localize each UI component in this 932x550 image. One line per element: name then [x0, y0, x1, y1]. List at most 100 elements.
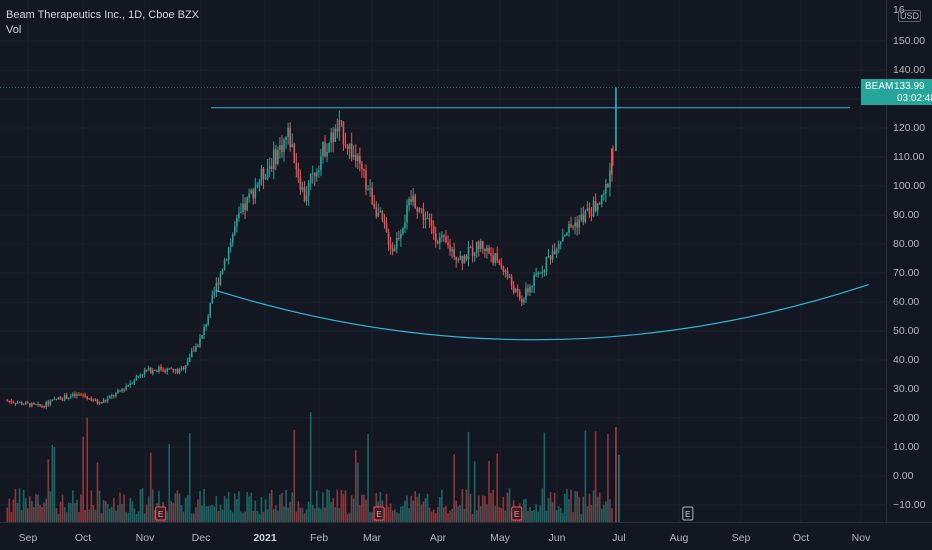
candle-body: [281, 145, 283, 152]
candle-body: [512, 285, 515, 293]
candle-body: [145, 369, 148, 371]
candle-body: [357, 155, 359, 161]
candle-body: [8, 400, 11, 402]
candle-body: [432, 225, 435, 234]
candle-body: [359, 155, 361, 164]
volume-bar: [16, 503, 19, 522]
volume-bar: [352, 498, 355, 522]
tag-countdown: 03:02:48: [897, 93, 932, 104]
candle-body: [104, 400, 107, 402]
candle-body: [106, 398, 109, 401]
volume-bar: [605, 501, 607, 522]
candle-body: [572, 226, 574, 228]
volume-bar: [484, 496, 486, 522]
volume-bar: [588, 493, 591, 522]
candle-body: [229, 242, 232, 248]
volume-bar: [262, 511, 265, 522]
volume-bar: [402, 505, 404, 522]
candle-body: [467, 246, 470, 260]
candle-body: [426, 218, 429, 220]
volume-bar: [90, 490, 93, 522]
volume-bar: [309, 412, 312, 522]
volume-bar: [53, 447, 56, 522]
candle-body: [436, 241, 439, 244]
candle-body: [33, 403, 35, 405]
candle-body: [12, 402, 15, 404]
symbol-title: Beam Therapeutics Inc., 1D, Cboe BZX: [6, 9, 199, 21]
volume-bar: [316, 490, 318, 522]
candle-body: [365, 170, 367, 190]
candle-body: [252, 190, 255, 199]
candle-body: [473, 253, 476, 256]
volume-bar: [213, 506, 216, 522]
volume-legend-label: Vol: [6, 24, 22, 36]
candle-body: [484, 248, 486, 252]
volume-bar: [482, 495, 484, 522]
candle-body: [574, 222, 576, 227]
tag-symbol: BEAM: [865, 81, 894, 92]
candle-body: [47, 401, 50, 405]
candle-body: [246, 197, 248, 211]
volume-bar: [70, 503, 72, 522]
candle-body: [67, 397, 70, 399]
earnings-marker[interactable]: E: [373, 506, 385, 521]
volume-bar: [354, 450, 357, 522]
candle-body: [250, 190, 253, 194]
candle-body: [205, 324, 207, 328]
volume-bar: [158, 490, 160, 522]
volume-bar: [297, 501, 300, 522]
volume-bar: [227, 492, 230, 522]
candle-body: [238, 213, 240, 219]
volume-bar: [279, 494, 281, 522]
candle-body: [92, 400, 95, 402]
volume-bar: [275, 505, 277, 522]
candle-body: [147, 367, 150, 371]
currency-selector[interactable]: USD: [898, 10, 922, 22]
volume-bar: [494, 505, 496, 522]
candle-body: [55, 398, 58, 400]
volume-bar: [137, 511, 140, 522]
volume-bar: [359, 504, 361, 522]
earnings-marker[interactable]: E: [155, 506, 167, 521]
volume-bar: [197, 499, 199, 522]
volume-bar: [363, 494, 365, 522]
time-tick-label: Nov: [851, 532, 871, 544]
earnings-marker[interactable]: E: [682, 506, 694, 521]
price-tick-label: 70.00: [893, 267, 920, 279]
candle-body: [410, 199, 412, 202]
volume-bar: [98, 490, 101, 522]
volume-bar: [395, 512, 398, 522]
candle-body: [518, 291, 521, 299]
volume-bar: [74, 503, 76, 522]
candle-body: [570, 223, 572, 227]
volume-bar: [22, 489, 25, 522]
candle-body: [352, 154, 355, 158]
volume-bar: [244, 511, 246, 522]
candle-body: [168, 368, 171, 370]
candle-body: [139, 374, 142, 376]
earnings-marker[interactable]: E: [511, 506, 523, 521]
candle-body: [188, 357, 191, 362]
volume-bar: [47, 459, 50, 522]
candle-body: [506, 270, 509, 277]
volume-bar: [246, 492, 248, 522]
candle-body: [303, 187, 306, 202]
volume-bar: [20, 510, 23, 522]
volume-bar: [225, 498, 228, 522]
volume-bar: [100, 513, 103, 522]
candle-body: [459, 255, 462, 260]
candle-body: [78, 394, 80, 396]
candle-body: [508, 276, 511, 278]
candle-body: [197, 346, 199, 348]
price-tick-label: 10.00: [893, 441, 920, 453]
candle-body: [344, 144, 347, 146]
candle-body: [578, 219, 581, 228]
candle-body: [29, 403, 31, 407]
time-tick-label: Mar: [362, 532, 382, 544]
volume-bar: [412, 500, 414, 522]
candle-body: [45, 401, 48, 407]
candle-body: [313, 173, 316, 177]
volume-bar: [295, 511, 298, 522]
volume-bar: [469, 494, 472, 522]
